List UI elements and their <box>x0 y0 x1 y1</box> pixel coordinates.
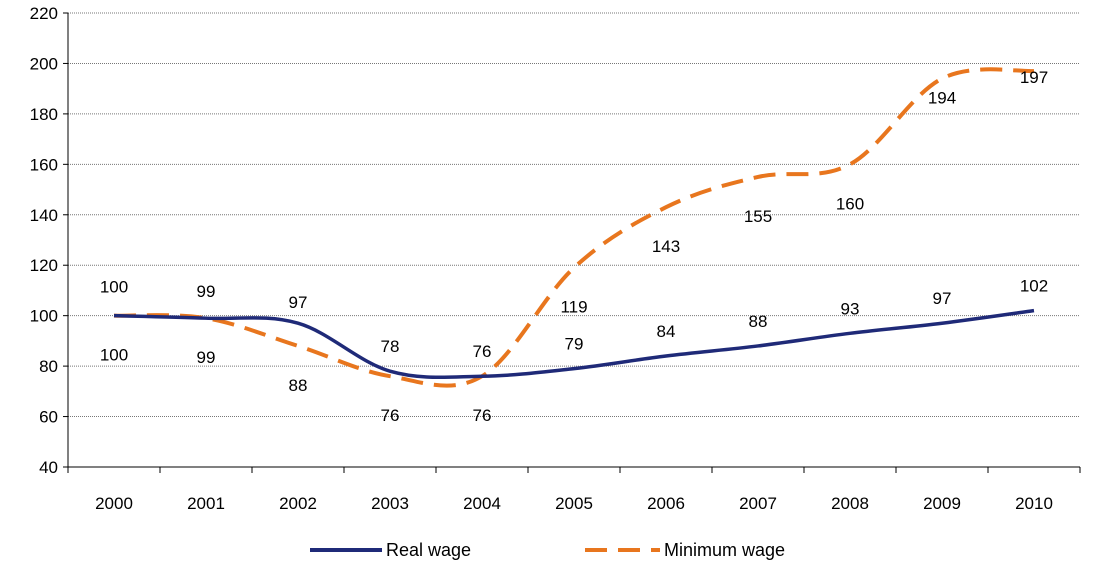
x-axis-tick-labels: 2000 2001 2002 2003 2004 2005 2006 2007 2008 2009… <box>95 494 1053 513</box>
data-label-real-wage: 100 <box>100 278 128 297</box>
x-tick-label: 2009 <box>923 494 961 513</box>
x-tick-label: 2005 <box>555 494 593 513</box>
series-lines <box>113 67 1035 388</box>
series-line-real-wage <box>113 308 1035 379</box>
y-tick-label: 140 <box>30 206 58 225</box>
data-label-minimum-wage: 143 <box>652 237 680 256</box>
x-tick-label: 2007 <box>739 494 777 513</box>
y-tick-label: 40 <box>39 458 58 477</box>
x-tick-label: 2006 <box>647 494 685 513</box>
x-tick-label: 2002 <box>279 494 317 513</box>
y-axis-tick-labels: 40 60 80 100 120 140 160 180 200 220 <box>30 4 58 477</box>
y-tick-label: 160 <box>30 155 58 174</box>
y-tick-label: 220 <box>30 4 58 23</box>
y-tick-label: 120 <box>30 256 58 275</box>
data-label-real-wage: 88 <box>749 312 768 331</box>
data-label-real-wage: 97 <box>933 289 952 308</box>
data-label-real-wage: 102 <box>1020 277 1048 296</box>
data-label-minimum-wage: 197 <box>1020 68 1048 87</box>
y-tick-label: 100 <box>30 307 58 326</box>
y-tick-label: 200 <box>30 54 58 73</box>
x-tick-label: 2004 <box>463 494 501 513</box>
data-label-minimum-wage: 76 <box>473 406 492 425</box>
data-label-minimum-wage: 119 <box>560 298 587 317</box>
y-tick-label: 60 <box>39 408 58 427</box>
data-label-real-wage: 99 <box>197 282 216 301</box>
data-labels: 100 99 97 78 76 79 84 88 93 97 102 100 99 88 76 76 119 14… <box>100 68 1048 425</box>
data-label-minimum-wage: 194 <box>928 89 956 108</box>
data-label-real-wage: 93 <box>841 299 860 318</box>
y-tick-label: 80 <box>39 357 58 376</box>
data-label-minimum-wage: 99 <box>197 348 216 367</box>
series-line-minimum-wage <box>113 67 1035 388</box>
legend-label-real-wage: Real wage <box>386 540 471 560</box>
x-tick-label: 2008 <box>831 494 869 513</box>
data-label-real-wage: 84 <box>657 322 676 341</box>
data-label-minimum-wage: 76 <box>381 406 400 425</box>
data-label-real-wage: 79 <box>565 335 584 354</box>
data-label-minimum-wage: 100 <box>100 346 128 365</box>
x-tick-label: 2003 <box>371 494 409 513</box>
data-label-real-wage: 97 <box>289 293 308 312</box>
x-tick-label: 2000 <box>95 494 133 513</box>
data-label-real-wage: 78 <box>381 337 400 356</box>
y-tick-label: 180 <box>30 105 58 124</box>
legend: Real wage Minimum wage <box>310 540 785 560</box>
x-tick-label: 2001 <box>187 494 225 513</box>
gridlines <box>68 12 1080 418</box>
data-label-real-wage: 76 <box>473 342 492 361</box>
x-tick-label: 2010 <box>1015 494 1053 513</box>
data-label-minimum-wage: 160 <box>836 194 864 213</box>
data-label-minimum-wage: 155 <box>744 207 772 226</box>
legend-label-minimum-wage: Minimum wage <box>664 540 785 560</box>
axes <box>63 12 1081 473</box>
data-label-minimum-wage: 88 <box>289 376 308 395</box>
